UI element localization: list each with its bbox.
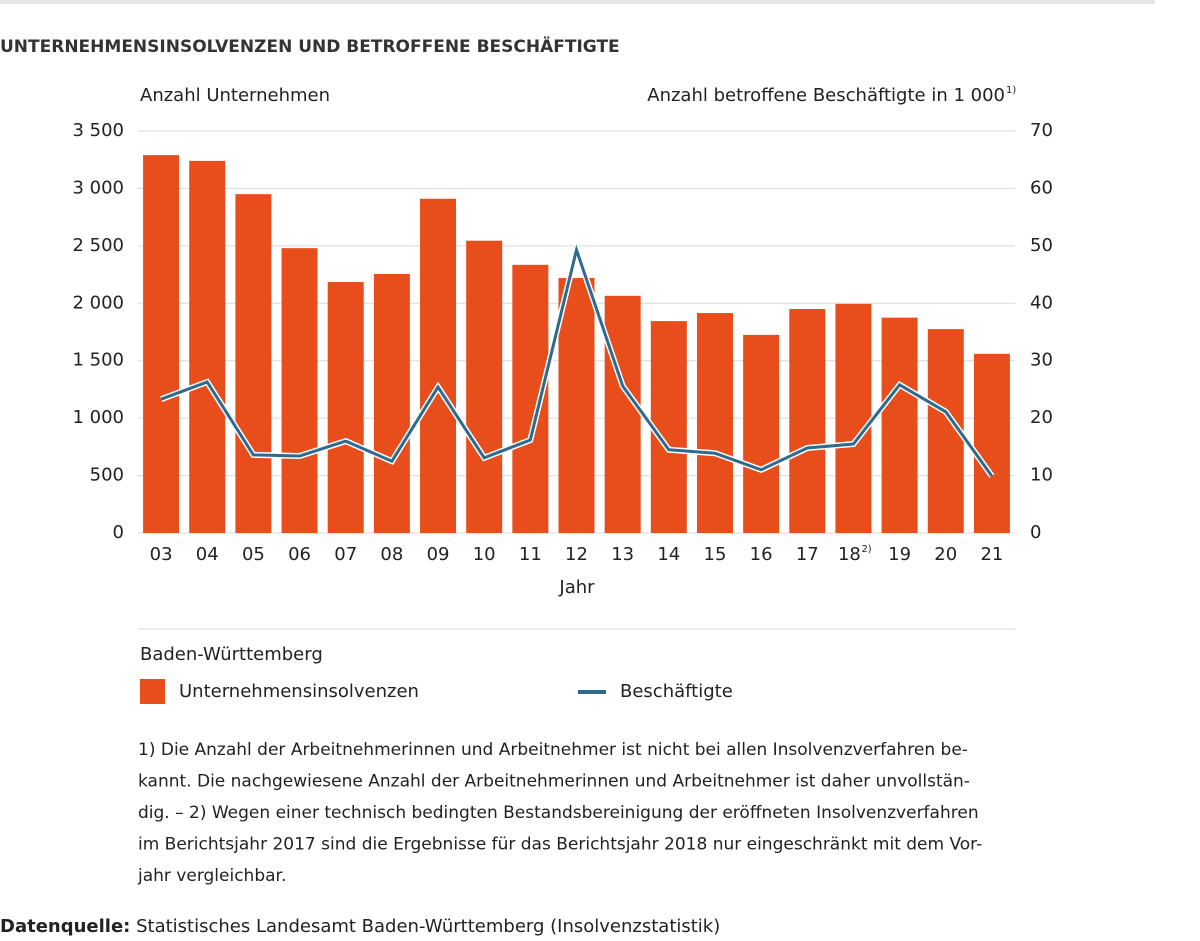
bar — [327, 282, 364, 533]
y2-tick-label: 50 — [1030, 235, 1053, 256]
y-tick-label: 0 — [113, 522, 124, 543]
legend-label: Unternehmensinsolvenzen — [179, 681, 419, 702]
bar — [789, 309, 826, 533]
chart-title: UNTERNEHMENSINSOLVENZEN UND BETROFFENE B… — [0, 35, 620, 57]
x-tick-label: 04 — [196, 544, 219, 565]
y-tick-label: 3 500 — [72, 120, 124, 141]
y-tick-label: 2 000 — [72, 292, 124, 313]
x-tick-label: 16 — [750, 544, 773, 565]
line — [160, 244, 994, 477]
bar — [466, 240, 503, 533]
x-tick-label: 15 — [704, 544, 727, 565]
y-tick-label: 500 — [90, 465, 124, 486]
bar — [235, 194, 272, 533]
x-tick-label: 05 — [242, 544, 265, 565]
y-tick-label: 1 500 — [72, 350, 124, 371]
bar — [881, 317, 918, 533]
x-tick-label: 03 — [150, 544, 173, 565]
x-tick-label: 10 — [473, 544, 496, 565]
y2-axis-label-note: 1) — [1006, 85, 1016, 96]
bar — [373, 273, 410, 533]
x-tick-label: 13 — [611, 544, 634, 565]
x-tick-label: 07 — [334, 544, 357, 565]
x-tick-label: 08 — [380, 544, 403, 565]
top-rule — [0, 0, 1155, 4]
x-tick-label: 14 — [657, 544, 680, 565]
x-tick-label: 11 — [519, 544, 542, 565]
bar — [835, 303, 872, 533]
bar — [973, 353, 1010, 533]
y2-tick-label: 10 — [1030, 465, 1053, 486]
x-tick-label: 19 — [888, 544, 911, 565]
x-tick-note: 2) — [861, 544, 871, 555]
x-tick-label: 12 — [565, 544, 588, 565]
bar — [281, 248, 318, 533]
x-tick-label: 06 — [288, 544, 311, 565]
footnote: im Berichtsjahr 2017 sind die Ergebnisse… — [138, 835, 982, 855]
y2-tick-label: 0 — [1030, 522, 1041, 543]
source: Datenquelle: Statistisches Landesamt Bad… — [0, 916, 720, 937]
y2-tick-label: 30 — [1030, 350, 1053, 371]
footnote: jahr vergleichbar. — [137, 866, 286, 886]
y2-tick-label: 70 — [1030, 120, 1053, 141]
bar — [650, 321, 687, 533]
x-tick-label: 18 — [838, 544, 861, 565]
x-tick-label: 21 — [980, 544, 1003, 565]
legend-label: Beschäftigte — [620, 681, 733, 702]
y-tick-label: 3 000 — [72, 177, 124, 198]
y-axis-label: Anzahl Unternehmen — [140, 85, 330, 106]
x-axis-label: Jahr — [558, 577, 595, 598]
bar — [558, 278, 595, 533]
x-tick-label: 17 — [796, 544, 819, 565]
source-text: Statistisches Landesamt Baden-Württember… — [136, 916, 720, 937]
y2-tick-label: 40 — [1030, 292, 1053, 313]
footnote: kannt. Die nachgewiesene Anzahl der Arbe… — [138, 772, 970, 792]
y2-tick-label: 60 — [1030, 177, 1053, 198]
legend-title: Baden-Württemberg — [140, 644, 323, 665]
source-label: Datenquelle: — [0, 916, 130, 937]
x-tick-label: 09 — [427, 544, 450, 565]
bar — [189, 160, 226, 533]
bar — [743, 334, 780, 533]
legend-swatch — [140, 679, 165, 704]
bar — [604, 295, 641, 533]
footnote: 1) Die Anzahl der Arbeitnehmerinnen und … — [138, 740, 968, 760]
footnote: dig. – 2) Wegen einer technisch bedingte… — [138, 803, 979, 823]
bar — [420, 198, 457, 533]
y2-tick-label: 20 — [1030, 407, 1053, 428]
x-tick-label: 20 — [934, 544, 957, 565]
y-tick-label: 2 500 — [72, 235, 124, 256]
y2-axis-label: Anzahl betroffene Beschäftigte in 1 000 — [647, 85, 1005, 106]
bar — [143, 155, 180, 533]
y-tick-label: 1 000 — [72, 407, 124, 428]
bar — [696, 313, 733, 533]
